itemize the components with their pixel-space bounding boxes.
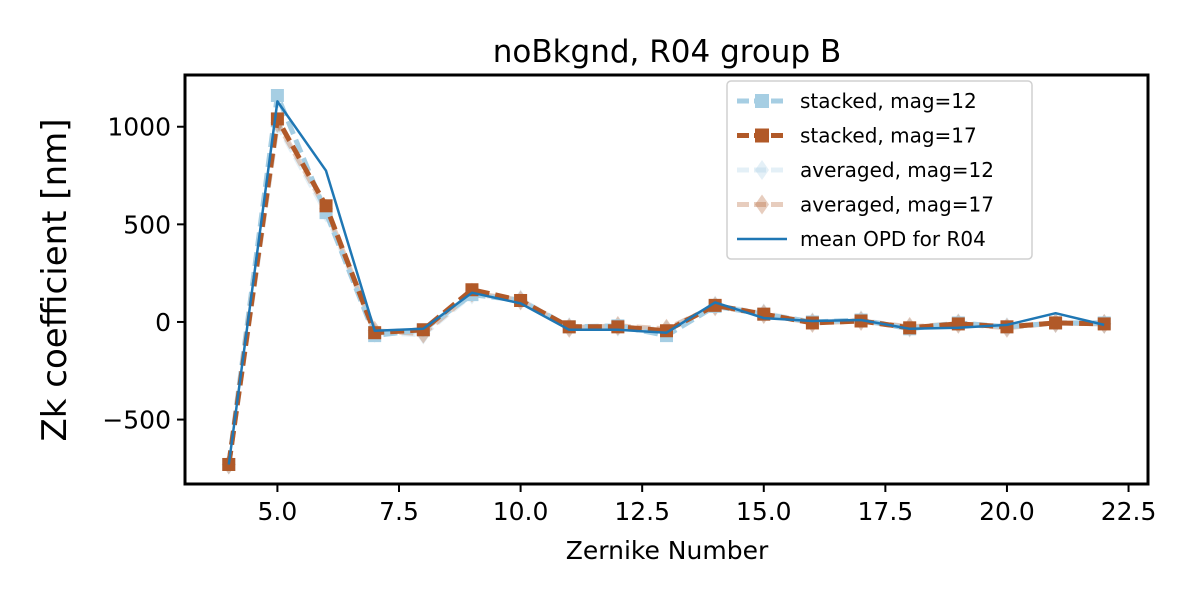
legend-entry: mean OPD for R04 bbox=[737, 227, 986, 251]
x-tick-label: 5.0 bbox=[258, 497, 298, 526]
data-point bbox=[660, 324, 673, 338]
legend-entry: averaged, mag=17 bbox=[737, 193, 994, 217]
x-tick-label: 22.5 bbox=[1101, 497, 1157, 526]
legend-label: averaged, mag=12 bbox=[800, 158, 994, 182]
plot-series bbox=[221, 88, 1112, 475]
legend-entry: averaged, mag=12 bbox=[737, 158, 994, 182]
x-tick-label: 10.0 bbox=[493, 497, 549, 526]
legend-label: stacked, mag=12 bbox=[800, 89, 977, 113]
y-axis-label: Zk coefficient [nm] bbox=[35, 118, 75, 441]
data-point bbox=[270, 88, 284, 102]
chart-title: noBkgnd, R04 group B bbox=[493, 34, 842, 70]
series-line bbox=[227, 100, 1105, 465]
data-point bbox=[1000, 320, 1014, 334]
legend-label: mean OPD for R04 bbox=[800, 227, 986, 251]
y-axis: −500 0 500 1000 bbox=[102, 113, 185, 435]
legend-box bbox=[726, 80, 1033, 260]
legend: stacked, mag=12 stacked, mag=17 averaged, … bbox=[726, 80, 1033, 260]
y-tick-label: 0 bbox=[155, 308, 171, 337]
legend-marker bbox=[755, 194, 769, 215]
legend-marker bbox=[755, 160, 769, 180]
x-tick-label: 17.5 bbox=[858, 497, 914, 526]
legend-marker bbox=[755, 94, 769, 108]
plot-frame bbox=[183, 73, 1150, 486]
y-tick-label: −500 bbox=[102, 406, 171, 435]
data-point bbox=[319, 199, 333, 213]
data-point bbox=[708, 298, 722, 312]
x-tick-label: 15.0 bbox=[736, 497, 792, 526]
y-tick-label: 500 bbox=[123, 210, 171, 239]
series-5 bbox=[227, 100, 1105, 465]
y-tick-label: 1000 bbox=[107, 113, 171, 142]
legend-label: averaged, mag=17 bbox=[800, 193, 994, 217]
data-point bbox=[1049, 316, 1063, 330]
x-axis: 5.0 7.5 10.0 12.5 15.0 17.5 20.0 22.5 bbox=[258, 484, 1157, 526]
data-point bbox=[270, 112, 284, 126]
legend-label: stacked, mag=17 bbox=[800, 124, 977, 148]
data-point bbox=[611, 320, 625, 334]
x-axis-label: Zernike Number bbox=[566, 536, 769, 565]
legend-entry: stacked, mag=17 bbox=[737, 124, 977, 148]
x-tick-label: 7.5 bbox=[379, 497, 419, 526]
legend-marker bbox=[755, 128, 769, 143]
legend-entry: stacked, mag=12 bbox=[737, 89, 977, 113]
x-tick-label: 20.0 bbox=[979, 497, 1035, 526]
data-point bbox=[805, 316, 819, 330]
x-tick-label: 12.5 bbox=[614, 497, 670, 526]
